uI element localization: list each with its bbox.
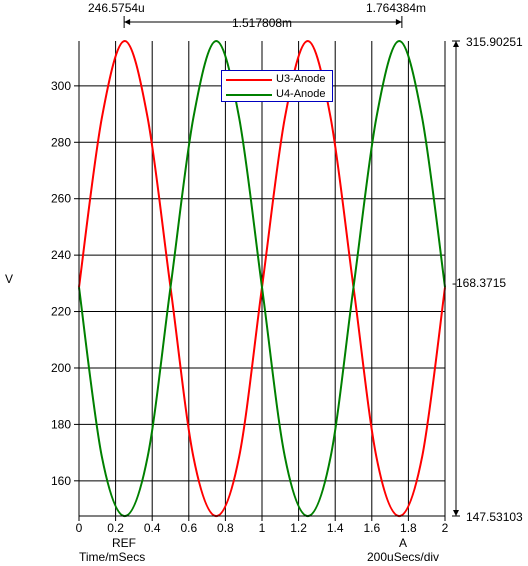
vertical-arrow-head-top: [453, 41, 459, 47]
bottom-readout: 147.53103: [466, 510, 523, 524]
x-tick-label: 1.6: [363, 521, 380, 535]
legend-label-u3: U3-Anode: [276, 73, 326, 85]
y-tick-label: 240: [51, 248, 71, 262]
legend-item-u4: U4-Anode: [222, 87, 332, 101]
x-scale-caption: 200uSecs/div: [367, 550, 439, 564]
x-tick-label: 1: [259, 521, 266, 535]
vertical-arrow-head-bottom: [453, 510, 459, 516]
mid-readout: -168.3715: [452, 276, 506, 290]
series-group: [78, 40, 446, 518]
delta-arrow-head-left: [124, 19, 131, 25]
grid: [79, 41, 445, 516]
x-tick-label: 0.8: [217, 521, 234, 535]
y-tick-label: 160: [51, 474, 71, 488]
series-line-1: [78, 40, 446, 518]
y-tick-label: 280: [51, 135, 71, 149]
legend: U3-Anode U4-Anode: [221, 70, 333, 102]
legend-swatch-u3: [226, 79, 272, 81]
x-tick-label: 0.2: [107, 521, 124, 535]
y-tick-label: 180: [51, 417, 71, 431]
x-tick-label: 0.4: [144, 521, 161, 535]
x-tick-label: 0: [76, 521, 83, 535]
y-tick-label: 220: [51, 305, 71, 319]
ref-cursor-readout: 246.5754u: [88, 1, 145, 15]
x-tick-label: 1.2: [290, 521, 307, 535]
tick-labels: 0 0.2 0.4 0.6 0.8 1 1.2 1.4 1.6 1.8 2 160 180 200 220 2…: [51, 79, 449, 535]
legend-item-u3: U3-Anode: [222, 72, 332, 86]
x-tick-label: 0.6: [180, 521, 197, 535]
x-axis-caption: Time/mSecs: [79, 550, 145, 564]
ref-label: REF: [112, 536, 136, 550]
x-tick-label: 2: [442, 521, 449, 535]
y-tick-label: 300: [51, 79, 71, 93]
delta-readout: 1.517808m: [232, 16, 292, 30]
y-tick-label: 260: [51, 192, 71, 206]
delta-arrow-head-right: [395, 19, 402, 25]
x-tick-label: 1.4: [327, 521, 344, 535]
a-label: A: [399, 536, 407, 550]
legend-label-u4: U4-Anode: [276, 88, 326, 100]
y-tick-label: 200: [51, 361, 71, 375]
axes-frame: [74, 16, 460, 521]
top-readout: 315.90251: [466, 35, 523, 49]
y-axis-label: V: [5, 272, 13, 286]
x-tick-label: 1.8: [400, 521, 417, 535]
a-cursor-readout: 1.764384m: [366, 1, 426, 15]
legend-swatch-u4: [226, 94, 272, 96]
